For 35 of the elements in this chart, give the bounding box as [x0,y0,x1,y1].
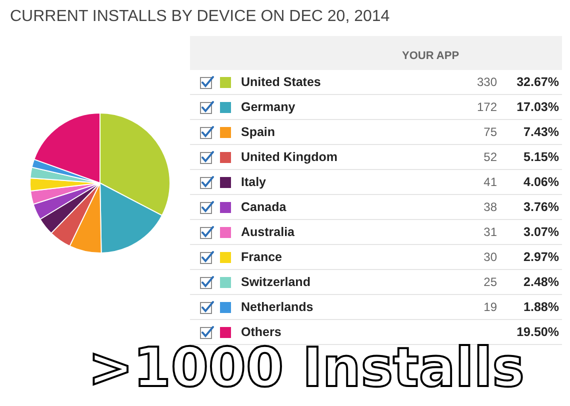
text: 17.03% [516,100,559,114]
text: 4.06% [524,175,559,189]
data-label: 25 [482,275,497,289]
data-label: 75 [482,125,497,139]
data-label: 19 [482,300,497,314]
data-label: 30 [482,250,497,264]
text: 5.15% [524,150,559,164]
legend-label: Switzerland [241,275,312,289]
text: 2.48% [524,275,559,289]
text: 1.88% [524,300,559,314]
legend-label: France [241,250,283,264]
chart-title: CURRENT INSTALLS BY DEVICE ON DEC 20, 2014 [10,8,390,26]
text: 32.67% [516,75,559,89]
data-label: 38 [482,200,497,214]
legend-label: Italy [241,175,268,189]
legend-label: Others [241,325,282,339]
legend-label: Canada [241,200,288,214]
legend-label: United Kingdom [241,150,339,164]
legend-label: Netherlands [241,300,314,314]
legend-label: Spain [241,125,276,139]
text: 7.43% [524,125,559,139]
legend-title: YOUR APP [402,50,460,62]
legend-label: Australia [241,225,296,239]
text: 3.07% [524,225,559,239]
data-label: 52 [482,150,497,164]
text: >1000 Installs [88,336,524,399]
text: 3.76% [524,200,559,214]
data-label: 330 [476,75,497,89]
text: 2.97% [524,250,559,264]
data-label: 31 [482,225,497,239]
data-label: 41 [482,175,497,189]
text: 19.50% [516,325,559,339]
data-label: 172 [476,100,497,114]
legend-label: United States [241,75,322,89]
legend-label: Germany [241,100,296,114]
